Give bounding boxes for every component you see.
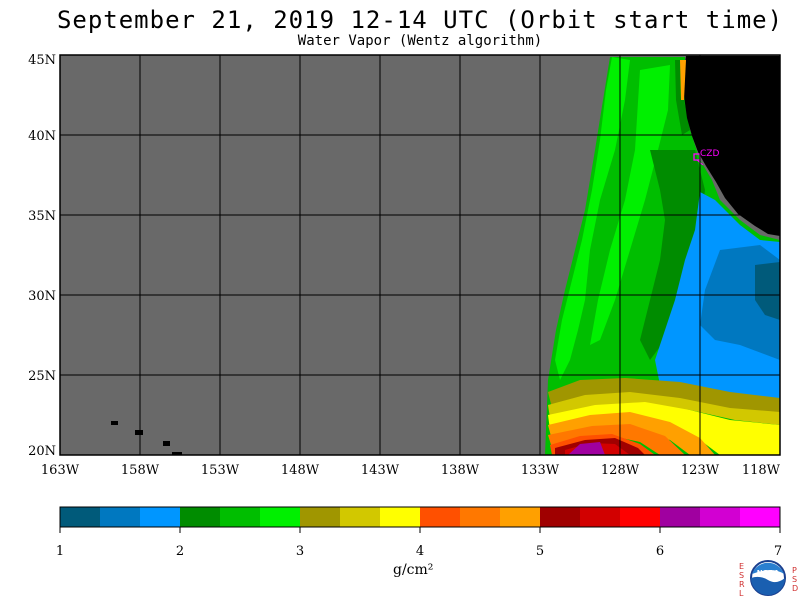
colorbar-tick-label: 7 bbox=[774, 544, 782, 559]
colorbar-cell bbox=[420, 507, 461, 527]
lat-label: 35N bbox=[28, 209, 56, 224]
colorbar-cell bbox=[180, 507, 221, 527]
swath-deep-blue bbox=[755, 262, 780, 320]
grid-lines bbox=[60, 55, 780, 455]
colorbar-cell bbox=[260, 507, 301, 527]
coast-band-orange bbox=[680, 60, 686, 100]
colorbar-cell bbox=[740, 507, 781, 527]
page-title: September 21, 2019 12-14 UTC (Orbit star… bbox=[56, 6, 784, 34]
noaa-logo-text: NOAA bbox=[757, 569, 780, 577]
colorbar-tick-label: 3 bbox=[296, 544, 304, 559]
swath-gold bbox=[548, 392, 780, 425]
swath-light-green bbox=[555, 57, 630, 380]
colorbar-tick-label: 1 bbox=[56, 544, 64, 559]
lat-label: 40N bbox=[28, 129, 56, 144]
lat-label: 25N bbox=[28, 369, 56, 384]
latitude-labels: 45N 40N 35N 30N 25N 20N bbox=[28, 53, 56, 459]
colorbar-cell bbox=[580, 507, 621, 527]
colorbar-cell bbox=[660, 507, 701, 527]
lon-label: 123W bbox=[681, 463, 720, 478]
lon-label: 138W bbox=[441, 463, 480, 478]
colorbar-tick-label: 5 bbox=[536, 544, 544, 559]
map-panel: CZD bbox=[59, 54, 781, 456]
colorbar-cell bbox=[500, 507, 541, 527]
swath-orange-light bbox=[548, 412, 715, 455]
colorbar-cell bbox=[340, 507, 381, 527]
colorbar-cell bbox=[540, 507, 581, 527]
colorbar-cell bbox=[460, 507, 501, 527]
lat-label: 45N bbox=[28, 53, 56, 68]
map-border bbox=[59, 54, 781, 456]
lon-label: 118W bbox=[742, 463, 781, 478]
colorbar-cell bbox=[140, 507, 181, 527]
land-north-america bbox=[684, 56, 780, 236]
colorbar-cell bbox=[300, 507, 341, 527]
page-subtitle: Water Vapor (Wentz algorithm) bbox=[297, 33, 543, 49]
lon-label: 133W bbox=[521, 463, 560, 478]
water-vapor-swath bbox=[545, 57, 780, 455]
swath-purple bbox=[568, 442, 605, 455]
lon-label: 143W bbox=[361, 463, 400, 478]
colorbar-cells bbox=[60, 507, 781, 527]
lat-label: 30N bbox=[28, 289, 56, 304]
lat-label: 20N bbox=[28, 444, 56, 459]
colorbar-cell bbox=[380, 507, 421, 527]
colorbar-cell bbox=[100, 507, 141, 527]
lon-label: 148W bbox=[281, 463, 320, 478]
swath-dark-green bbox=[640, 150, 705, 360]
lon-label: 128W bbox=[601, 463, 640, 478]
colorbar-cell bbox=[60, 507, 101, 527]
lon-label: 163W bbox=[41, 463, 80, 478]
colorbar-tick-label: 6 bbox=[656, 544, 664, 559]
lon-label: 153W bbox=[201, 463, 240, 478]
colorbar-cell bbox=[700, 507, 741, 527]
swath-orange bbox=[548, 424, 685, 455]
station-label: CZD bbox=[700, 149, 719, 159]
longitude-labels: 163W 158W 153W 148W 143W 138W 133W 128W … bbox=[41, 463, 781, 478]
colorbar-cell bbox=[220, 507, 261, 527]
colorbar-ticks bbox=[59, 527, 781, 533]
colorbar-tick-label: 2 bbox=[176, 544, 184, 559]
colorbar: 1 2 3 4 5 6 7 bbox=[56, 506, 782, 559]
hawaii-islands bbox=[111, 421, 182, 455]
colorbar-tick-label: 4 bbox=[416, 544, 424, 559]
noaa-logo: NOAA bbox=[750, 560, 786, 596]
colorbar-units: g/cm² bbox=[393, 562, 434, 578]
lon-label: 158W bbox=[121, 463, 160, 478]
colorbar-cell bbox=[620, 507, 661, 527]
